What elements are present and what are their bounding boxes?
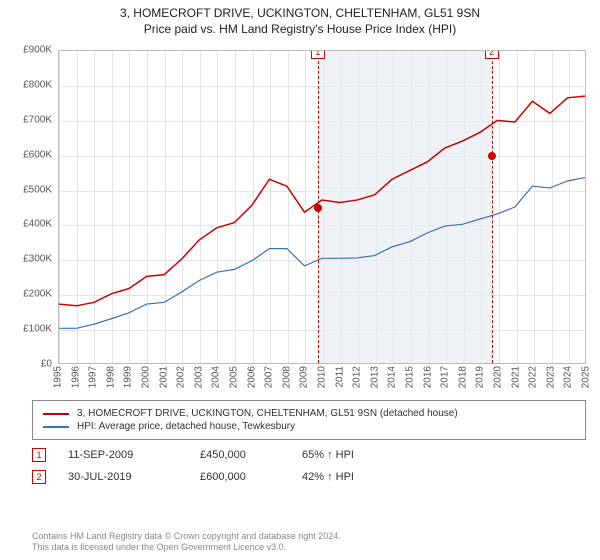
y-tick-label: £300K (23, 254, 52, 265)
row-hpi: 65% ↑ HPI (302, 449, 402, 461)
footer-line1: Contains HM Land Registry data © Crown c… (32, 531, 586, 543)
x-tick-label: 2019 (475, 366, 486, 388)
x-tick-label: 1995 (53, 366, 64, 388)
x-tick-label: 2006 (246, 366, 257, 388)
series-red (59, 96, 585, 306)
marker-badge: 1 (311, 50, 325, 59)
x-tick-label: 2001 (158, 366, 169, 388)
row-badge: 1 (32, 448, 46, 462)
x-tick-label: 1997 (88, 366, 99, 388)
x-tick-label: 2014 (387, 366, 398, 388)
x-tick-label: 2008 (281, 366, 292, 388)
y-tick-label: £500K (23, 184, 52, 195)
marker-badge: 2 (485, 50, 499, 59)
legend-swatch (43, 426, 69, 428)
x-tick-label: 2017 (440, 366, 451, 388)
x-tick-label: 2013 (369, 366, 380, 388)
y-tick-label: £0 (41, 359, 52, 370)
legend-swatch (43, 413, 69, 415)
x-tick-label: 2020 (493, 366, 504, 388)
row-date: 11-SEP-2009 (68, 449, 178, 461)
y-tick-label: £200K (23, 289, 52, 300)
legend-item: HPI: Average price, detached house, Tewk… (43, 420, 575, 433)
y-tick-label: £100K (23, 324, 52, 335)
y-tick-label: £600K (23, 149, 52, 160)
marker-point (314, 204, 322, 212)
row-badge: 2 (32, 470, 46, 484)
transaction-row: 1 11-SEP-2009 £450,000 65% ↑ HPI (32, 444, 586, 466)
x-tick-label: 2005 (229, 366, 240, 388)
legend-label: 3, HOMECROFT DRIVE, UCKINGTON, CHELTENHA… (77, 408, 458, 419)
y-tick-label: £700K (23, 114, 52, 125)
footer-attribution: Contains HM Land Registry data © Crown c… (32, 531, 586, 554)
y-tick-label: £800K (23, 79, 52, 90)
row-price: £450,000 (200, 449, 280, 461)
x-tick-label: 2024 (563, 366, 574, 388)
x-tick-label: 2018 (457, 366, 468, 388)
y-tick-label: £400K (23, 219, 52, 230)
title-subtitle: Price paid vs. HM Land Registry's House … (0, 22, 600, 36)
title-address: 3, HOMECROFT DRIVE, UCKINGTON, CHELTENHA… (0, 6, 600, 20)
row-hpi: 42% ↑ HPI (302, 471, 402, 483)
x-tick-label: 2007 (264, 366, 275, 388)
marker-point (488, 152, 496, 160)
chart: £0 £100K £200K £300K £400K £500K £600K £700K £80… (8, 46, 592, 394)
x-tick-label: 2004 (211, 366, 222, 388)
x-tick-label: 2021 (510, 366, 521, 388)
x-tick-label: 2012 (352, 366, 363, 388)
chart-title: 3, HOMECROFT DRIVE, UCKINGTON, CHELTENHA… (0, 0, 600, 38)
x-tick-label: 2015 (405, 366, 416, 388)
x-tick-label: 2016 (422, 366, 433, 388)
x-tick-label: 1998 (105, 366, 116, 388)
x-tick-label: 1999 (123, 366, 134, 388)
transaction-row: 2 30-JUL-2019 £600,000 42% ↑ HPI (32, 466, 586, 488)
legend-item: 3, HOMECROFT DRIVE, UCKINGTON, CHELTENHA… (43, 407, 575, 420)
legend: 3, HOMECROFT DRIVE, UCKINGTON, CHELTENHA… (32, 400, 586, 440)
row-date: 30-JUL-2019 (68, 471, 178, 483)
legend-label: HPI: Average price, detached house, Tewk… (77, 421, 295, 432)
x-tick-label: 2002 (176, 366, 187, 388)
x-tick-label: 2000 (141, 366, 152, 388)
x-tick-label: 1996 (70, 366, 81, 388)
plot-area: 12 (58, 50, 586, 364)
y-tick-label: £900K (23, 45, 52, 56)
x-tick-label: 2022 (528, 366, 539, 388)
row-price: £600,000 (200, 471, 280, 483)
x-tick-label: 2011 (334, 366, 345, 388)
y-axis: £0£100K£200K£300K£400K£500K£600K£700K£80… (8, 50, 56, 364)
line-series (59, 51, 585, 363)
x-tick-label: 2003 (193, 366, 204, 388)
transaction-table: 1 11-SEP-2009 £450,000 65% ↑ HPI 2 30-JUL-201… (32, 444, 586, 488)
x-tick-label: 2010 (317, 366, 328, 388)
marker-vline (492, 51, 493, 363)
footer-line2: This data is licensed under the Open Gov… (32, 542, 586, 554)
x-tick-label: 2023 (545, 366, 556, 388)
x-tick-label: 2025 (581, 366, 592, 388)
x-tick-label: 2009 (299, 366, 310, 388)
x-axis: 1995199619971998199920002001200220032004… (58, 364, 586, 394)
